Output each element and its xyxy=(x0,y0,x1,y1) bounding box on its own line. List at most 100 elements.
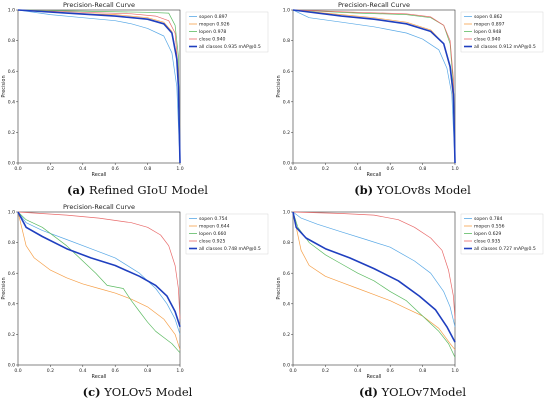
x-tick-label: 1.0 xyxy=(176,368,183,374)
plot-frame xyxy=(292,9,456,164)
y-axis-label: Precision xyxy=(1,277,7,299)
caption-d-letter: (d) xyxy=(358,385,378,399)
series-line-2 xyxy=(17,211,181,354)
x-tick-label: 0.6 xyxy=(387,368,394,374)
x-tick-label: 0.8 xyxy=(144,368,151,374)
legend-label-3: close 0.940 xyxy=(199,37,226,43)
series-line-2 xyxy=(292,211,456,358)
x-tick-label: 0.6 xyxy=(112,166,119,172)
y-axis-label: Precision xyxy=(276,277,282,299)
chart-panel-c: Precision-Recall Curve 0.0 0.2 0.4 0.6 0.8 1.0… xyxy=(0,202,275,402)
chart-d-svg: 0.0 0.2 0.4 0.6 0.8 1.0 0.0 0.2 0.4 0.6 0.8 1.0 Reca… xyxy=(276,210,544,380)
y-tick-label: 0.8 xyxy=(283,240,290,246)
x-axis-label: Recall xyxy=(367,374,382,380)
chart-panel-b: Precision-Recall Curve 0.0 0.2 0.4 0.6 0.8 1.0… xyxy=(275,0,550,200)
series-line-2 xyxy=(292,9,456,164)
legend-box xyxy=(185,11,269,53)
legend-label-0: sopen 0.754 xyxy=(199,216,228,222)
y-tick-label: 0.4 xyxy=(8,99,15,105)
series-line-1 xyxy=(17,9,181,164)
plot-frame xyxy=(17,211,181,366)
y-tick-label: 0.4 xyxy=(8,301,15,307)
series-line-1 xyxy=(292,211,456,350)
series-line-1 xyxy=(292,9,456,164)
y-tick-label: 0.6 xyxy=(8,69,15,75)
series-line-1 xyxy=(17,211,181,350)
caption-d: (d) YOLOv7Model xyxy=(275,385,550,399)
legend-label-0: sopen 0.862 xyxy=(474,14,503,20)
series-line-4 xyxy=(292,9,456,164)
legend-label-1: mopen 0.556 xyxy=(474,224,505,230)
y-tick-label: 0.6 xyxy=(283,271,290,277)
x-tick-label: 0.2 xyxy=(47,368,54,374)
x-tick-label: 0.0 xyxy=(14,166,21,172)
chart-b-svg: Precision-Recall Curve 0.0 0.2 0.4 0.6 0.8 1.0… xyxy=(276,1,544,178)
legend-label-3: close 0.925 xyxy=(199,239,226,245)
caption-b-text: YOLOv8s Model xyxy=(376,183,471,197)
y-tick-label: 0.2 xyxy=(283,130,290,136)
chart-title: Precision-Recall Curve xyxy=(63,203,135,211)
series-line-3 xyxy=(17,9,181,164)
x-tick-label: 1.0 xyxy=(451,166,458,172)
series-line-4 xyxy=(17,211,181,328)
y-tick-label: 0.0 xyxy=(283,161,290,167)
y-tick-label: 0.8 xyxy=(283,38,290,44)
x-tick-label: 0.0 xyxy=(289,166,296,172)
y-tick-label: 0.4 xyxy=(283,99,290,105)
x-tick-label: 0.4 xyxy=(354,368,361,374)
y-tick-label: 0.0 xyxy=(8,363,15,369)
caption-d-text: YOLOv7Model xyxy=(381,385,467,399)
legend-label-4: all classes 0.748 mAP@0.5 xyxy=(199,246,261,252)
legend-label-4: all classes 0.912 mAP@0.5 xyxy=(474,44,536,50)
y-tick-label: 0.0 xyxy=(283,363,290,369)
chart-a-svg: Precision-Recall Curve 0.0 0.2 0.4 0.6 0.8 1.0… xyxy=(1,1,269,178)
caption-c: (c) YOLOv5 Model xyxy=(0,385,275,399)
y-tick-label: 1.0 xyxy=(283,8,290,14)
y-tick-label: 0.6 xyxy=(283,69,290,75)
x-tick-label: 0.4 xyxy=(354,166,361,172)
y-tick-label: 0.8 xyxy=(8,38,15,44)
x-axis-label: Recall xyxy=(367,172,382,178)
legend-box xyxy=(185,213,269,255)
x-tick-label: 1.0 xyxy=(451,368,458,374)
caption-a: (a) Refined GIoU Model xyxy=(0,183,275,197)
x-tick-label: 0.0 xyxy=(289,368,296,374)
series-line-0 xyxy=(292,211,456,327)
legend-label-4: all classes 0.935 mAP@0.5 xyxy=(199,44,261,50)
series-line-0 xyxy=(17,9,181,164)
series-line-0 xyxy=(292,9,456,164)
legend-label-2: lopen 0.948 xyxy=(474,29,501,35)
x-axis-label: Recall xyxy=(92,172,107,178)
series-line-4 xyxy=(292,211,456,343)
x-tick-label: 0.8 xyxy=(419,166,426,172)
series-line-3 xyxy=(17,211,181,320)
y-tick-label: 0.2 xyxy=(8,130,15,136)
caption-b-letter: (b) xyxy=(354,183,374,197)
y-tick-label: 1.0 xyxy=(8,8,15,14)
y-tick-label: 0.6 xyxy=(8,271,15,277)
y-tick-label: 0.8 xyxy=(8,240,15,246)
plot-frame xyxy=(292,211,456,366)
series-line-2 xyxy=(17,9,181,164)
chart-panel-a: Precision-Recall Curve 0.0 0.2 0.4 0.6 0.8 1.0… xyxy=(0,0,275,200)
x-axis-label: Recall xyxy=(92,374,107,380)
legend-label-2: lopen 0.660 xyxy=(199,231,226,237)
y-tick-label: 1.0 xyxy=(8,210,15,216)
x-tick-label: 1.0 xyxy=(176,166,183,172)
x-tick-label: 0.2 xyxy=(47,166,54,172)
legend-label-0: sopen 0.897 xyxy=(199,14,228,20)
x-tick-label: 0.8 xyxy=(144,166,151,172)
chart-title: Precision-Recall Curve xyxy=(63,1,135,9)
legend-label-2: lopen 0.629 xyxy=(474,231,501,237)
legend-label-1: mopen 0.644 xyxy=(199,224,230,230)
y-tick-label: 0.2 xyxy=(8,332,15,338)
series-line-0 xyxy=(17,211,181,335)
chart-c-svg: Precision-Recall Curve 0.0 0.2 0.4 0.6 0.8 1.0… xyxy=(1,203,269,380)
y-axis-label: Precision xyxy=(276,75,282,97)
legend-label-2: lopen 0.978 xyxy=(199,29,226,35)
x-tick-label: 0.6 xyxy=(112,368,119,374)
x-tick-label: 0.8 xyxy=(419,368,426,374)
y-tick-label: 1.0 xyxy=(283,210,290,216)
x-tick-label: 0.2 xyxy=(322,368,329,374)
caption-a-text: Refined GIoU Model xyxy=(89,183,208,197)
